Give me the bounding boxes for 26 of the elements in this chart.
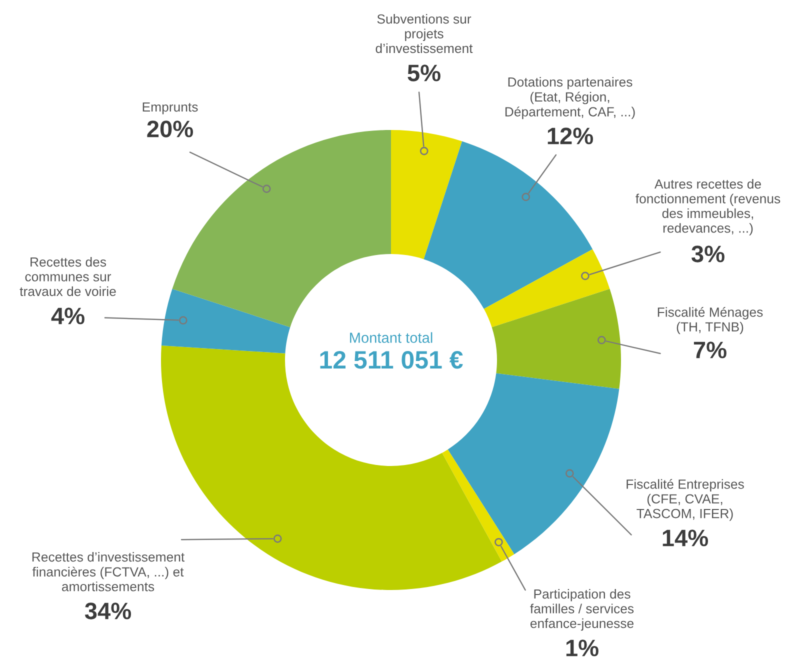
slice-label: Recettes d’investissement financières (FCTVA, ...) et amortissements (32, 552, 185, 592)
data-label: 34% (84, 602, 132, 620)
slice-label: Fiscalité Entreprises (CFE, CVAE, TASCOM, IFER) (626, 479, 744, 521)
text: 12 511 051 € (320, 351, 463, 369)
slice-label: Dotations partenaires (Etat, Région, Département, CAF, ...) (505, 77, 635, 120)
data-label: 3% (691, 246, 724, 262)
text: Montant total (350, 332, 432, 343)
slice-label: Subventions sur projets d’investissement (376, 14, 473, 54)
data-label: 20% (147, 120, 194, 138)
slice-label: Emprunts (142, 102, 198, 114)
slice-label: Recettes des communes sur travaux de voirie (20, 257, 116, 296)
donut-slice (161, 288, 290, 354)
slice-label: Fiscalité Ménages (TH, TFNB) (658, 307, 763, 334)
donut-slice (492, 288, 621, 389)
slice-label: Autres recettes de fonctionnement (revenus des immeubles, redevances, ...) (636, 179, 780, 236)
data-label: 12% (548, 128, 594, 144)
donut-slice (484, 249, 610, 328)
data-label: 5% (408, 64, 440, 82)
donut-slice (391, 130, 462, 260)
data-label: 14% (662, 530, 708, 546)
data-label: 4% (51, 308, 84, 324)
data-label: 1% (566, 640, 598, 656)
donut-slice (442, 450, 514, 562)
slice-label: Participation des familles / services enfance-jeunesse (530, 589, 634, 631)
data-label: 7% (694, 342, 726, 358)
donut-slice (448, 373, 620, 554)
